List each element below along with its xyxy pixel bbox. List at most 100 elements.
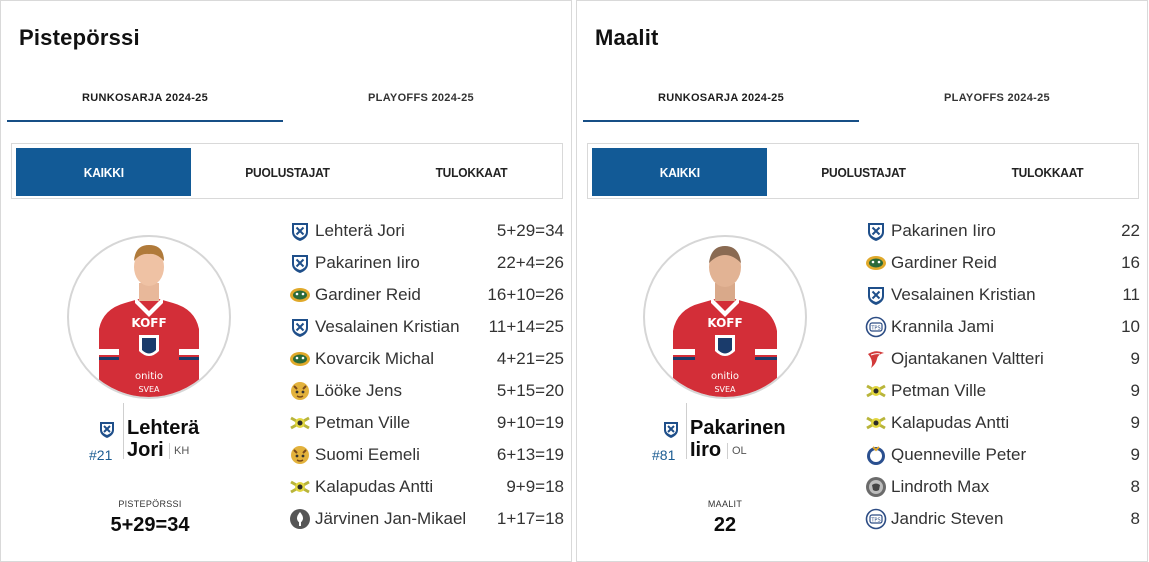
svg-text:TPS: TPS <box>870 326 880 332</box>
hpk-logo-icon <box>865 348 887 370</box>
list-item[interactable]: Pakarinen Iiro 22+4=26 <box>289 247 564 279</box>
player-stat: 9 <box>1130 445 1140 464</box>
player-number: #21 <box>89 447 113 463</box>
list-item[interactable]: Kalapudas Antti 9 <box>865 407 1140 439</box>
tps-logo-icon: TPS <box>865 508 887 530</box>
player-stat: 22 <box>1121 221 1140 240</box>
player-last-name: Iiro <box>690 439 722 461</box>
player-name: Vesalainen Kristian <box>315 317 460 336</box>
svg-text:KOFF: KOFF <box>707 316 742 330</box>
player-name: Pakarinen Iiro <box>315 253 420 272</box>
list-item[interactable]: Järvinen Jan-Mikael 1+17=18 <box>289 503 564 535</box>
list-item[interactable]: Vesalainen Kristian 11+14=25 <box>289 311 564 343</box>
list-item[interactable]: Vesalainen Kristian 11 <box>865 279 1140 311</box>
list-item[interactable]: Lööke Jens 5+15=20 <box>289 375 564 407</box>
player-stat: 9 <box>1130 413 1140 432</box>
list-item[interactable]: Lindroth Max 8 <box>865 471 1140 503</box>
leader-panel[interactable]: KOFF onitio SVEA #21 Lehterä Jori KH PIS… <box>1 211 291 551</box>
jukurit-logo-icon <box>865 476 887 498</box>
list-item[interactable]: Kalapudas Antti 9+9=18 <box>289 471 564 503</box>
player-stat: 5+29=34 <box>496 221 564 240</box>
player-name: Gardiner Reid <box>891 253 997 272</box>
list-item[interactable]: TPS Krannila Jami 10 <box>865 311 1140 343</box>
points-leaders-card: Pistepörssi RUNKOSARJA 2024-25 PLAYOFFS … <box>0 0 572 562</box>
svg-text:onitio: onitio <box>711 371 739 382</box>
lukko-logo-icon <box>289 380 311 402</box>
svg-text:SVEA: SVEA <box>714 385 736 394</box>
filter-defensemen-button[interactable]: PUOLUSTAJAT <box>245 164 330 180</box>
list-item[interactable]: Petman Ville 9+10=19 <box>289 407 564 439</box>
filter-rookies-button[interactable]: TULOKKAAT <box>435 164 508 180</box>
filter-all-button[interactable]: KAIKKI <box>16 148 191 196</box>
player-first-name: Lehterä <box>127 417 200 439</box>
list-item[interactable]: Lehterä Jori 5+29=34 <box>289 215 564 247</box>
player-name: Lindroth Max <box>891 477 990 496</box>
player-photo: KOFF onitio SVEA <box>643 235 807 399</box>
player-name: Jandric Steven <box>891 509 1004 528</box>
lukko-logo-icon <box>289 444 311 466</box>
player-stat: 11 <box>1122 285 1140 304</box>
list-item[interactable]: Petman Ville 9 <box>865 375 1140 407</box>
tab-regular-season[interactable]: RUNKOSARJA 2024-25 <box>583 73 859 122</box>
player-stat: 6+13=19 <box>496 445 564 464</box>
list-item[interactable]: Kovarcik Michal 4+21=25 <box>289 343 564 375</box>
card-title: Pistepörssi <box>19 25 140 50</box>
player-stat: 1+17=18 <box>496 509 564 528</box>
ifk-logo-icon <box>865 220 887 242</box>
kalpa-logo-icon <box>865 380 887 402</box>
player-stat: 9 <box>1130 381 1140 400</box>
tab-playoffs[interactable]: PLAYOFFS 2024-25 <box>368 91 474 104</box>
list-item[interactable]: Gardiner Reid 16 <box>865 247 1140 279</box>
player-stat: 11+14=25 <box>488 317 564 336</box>
player-name: Kalapudas Antti <box>891 413 1010 432</box>
season-tabs: RUNKOSARJA 2024-25 PLAYOFFS 2024-25 <box>583 73 1135 122</box>
list-item[interactable]: Pakarinen Iiro 22 <box>865 215 1140 247</box>
svg-text:onitio: onitio <box>135 371 163 382</box>
filter-defensemen-button[interactable]: PUOLUSTAJAT <box>821 164 906 180</box>
tab-regular-season[interactable]: RUNKOSARJA 2024-25 <box>7 73 283 122</box>
player-stat: 16+10=26 <box>487 285 564 304</box>
player-name: Petman Ville <box>315 413 411 432</box>
player-stat: 22+4=26 <box>496 253 564 272</box>
list-item[interactable]: Gardiner Reid 16+10=26 <box>289 279 564 311</box>
goals-leaders-card: Maalit RUNKOSARJA 2024-25 PLAYOFFS 2024-… <box>576 0 1148 562</box>
ifk-logo-icon <box>865 284 887 306</box>
player-position: OL <box>727 443 747 459</box>
player-name: Lööke Jens <box>315 381 402 400</box>
list-item[interactable]: TPS Jandric Steven 8 <box>865 503 1140 535</box>
player-name: Quenneville Peter <box>891 445 1027 464</box>
player-name: Gardiner Reid <box>315 285 421 304</box>
filter-all-button[interactable]: KAIKKI <box>592 148 767 196</box>
player-stat: 9+10=19 <box>496 413 564 432</box>
filter-bar: KAIKKI PUOLUSTAJAT TULOKKAAT <box>11 143 563 199</box>
list-item[interactable]: Quenneville Peter 9 <box>865 439 1140 471</box>
player-name: Krannila Jami <box>891 317 994 336</box>
filter-rookies-button[interactable]: TULOKKAAT <box>1011 164 1084 180</box>
tps-logo-icon: TPS <box>865 316 887 338</box>
list-item[interactable]: Suomi Eemeli 6+13=19 <box>289 439 564 471</box>
ifk-logo-icon <box>289 316 311 338</box>
player-stat: 16 <box>1121 253 1140 272</box>
filter-bar: KAIKKI PUOLUSTAJAT TULOKKAAT <box>587 143 1139 199</box>
stat-label: PISTEPÖRSSI <box>118 499 182 509</box>
tab-playoffs[interactable]: PLAYOFFS 2024-25 <box>944 91 1050 104</box>
ilves-logo-icon <box>289 348 311 370</box>
ilves-logo-icon <box>865 252 887 274</box>
player-name: Petman Ville <box>891 381 987 400</box>
svg-text:KOFF: KOFF <box>131 316 166 330</box>
player-last-name: Jori <box>127 439 164 461</box>
player-name: Järvinen Jan-Mikael <box>315 509 467 528</box>
kookoo-logo-icon <box>865 444 887 466</box>
ilves-logo-icon <box>289 284 311 306</box>
svg-text:SVEA: SVEA <box>138 385 160 394</box>
ifk-logo-icon <box>100 422 114 438</box>
list-item[interactable]: Ojantakanen Valtteri 9 <box>865 343 1140 375</box>
player-name: Kovarcik Michal <box>315 349 435 368</box>
player-image: KOFF onitio SVEA <box>673 246 777 397</box>
kalpa-logo-icon <box>865 412 887 434</box>
player-stat: 8 <box>1130 509 1140 528</box>
svg-text:TPS: TPS <box>870 518 880 524</box>
divider <box>686 403 687 459</box>
leader-panel[interactable]: KOFF onitio SVEA #81 Pakarinen Iiro OL M… <box>577 211 867 551</box>
player-image: KOFF onitio SVEA <box>99 245 199 397</box>
